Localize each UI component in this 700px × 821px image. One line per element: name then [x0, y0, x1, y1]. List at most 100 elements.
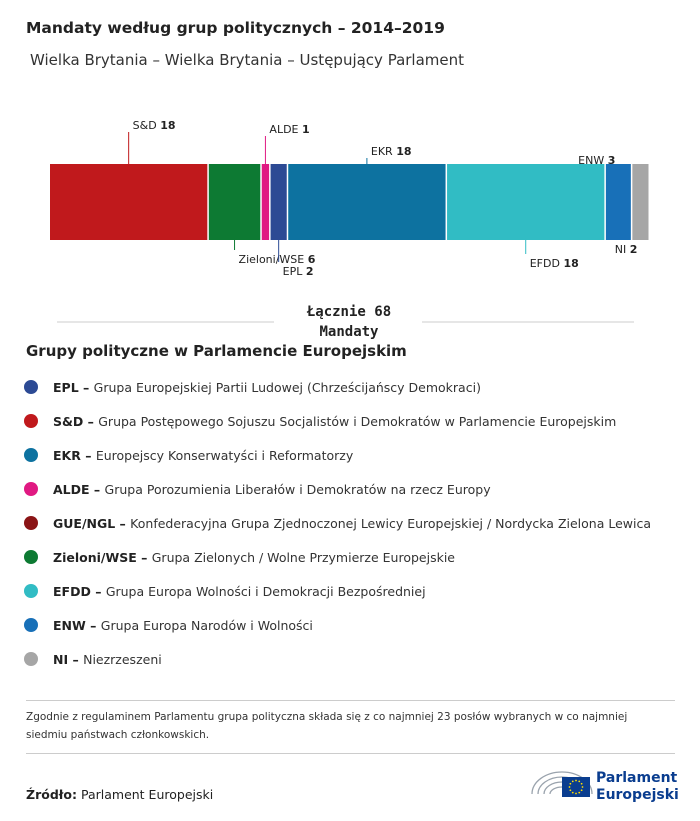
legend-separator: – [85, 617, 101, 633]
legend-abbr: GUE/NGL [53, 515, 116, 531]
legend-item: ALDE – Grupa Porozumienia Liberałów i De… [24, 472, 651, 506]
legend-description: Grupa Porozumienia Liberałów i Demokrató… [104, 481, 491, 497]
segment-abbr: EFDD [530, 257, 564, 270]
legend-separator: – [68, 651, 84, 667]
source-value: Parlament Europejski [80, 787, 214, 802]
logo-line-2: Europejski [596, 787, 679, 803]
legend-description: Grupa Europejskiej Partii Ludowej (Chrze… [93, 379, 481, 395]
divider-bottom [26, 753, 675, 754]
segment-value: 2 [630, 243, 638, 256]
legend-title: Grupy polityczne w Parlamencie Europejsk… [26, 342, 407, 360]
segment-label-zieloni-wse: Zieloni/WSE 6 [239, 253, 316, 266]
legend: EPL – Grupa Europejskiej Partii Ludowej … [24, 370, 651, 676]
legend-description: Europejscy Konserwatyści i Reformatorzy [95, 447, 354, 463]
segment-label-epl: EPL 2 [283, 265, 314, 278]
eu-star-icon [580, 789, 583, 792]
segment-abbr: EPL [283, 265, 306, 278]
eu-star-icon [571, 780, 574, 783]
legend-separator: – [136, 549, 152, 565]
legend-abbr: EFDD [53, 583, 91, 599]
segment-value: 2 [306, 265, 314, 278]
eu-star-icon [568, 786, 571, 788]
parliament-logo [531, 771, 593, 797]
bar-segment-alde [261, 164, 270, 240]
legend-item: ENW – Grupa Europa Narodów i Wolności [24, 608, 651, 642]
segment-abbr: S&D [133, 119, 161, 132]
bar-segment-ni [632, 164, 649, 240]
logo-line-1: Parlament [596, 770, 678, 786]
eu-star-icon [575, 779, 577, 782]
eu-star-icon [578, 780, 581, 783]
legend-separator: – [78, 379, 94, 395]
legend-abbr: ALDE [53, 481, 90, 497]
legend-item: EPL – Grupa Europejskiej Partii Ludowej … [24, 370, 651, 404]
bar-segment-ekr [288, 164, 446, 240]
legend-abbr: NI [53, 651, 69, 667]
legend-separator: – [115, 515, 131, 531]
bar-segment-enw [605, 164, 631, 240]
legend-dot-icon [24, 618, 38, 632]
bar-segment-efdd [447, 164, 605, 240]
segment-label-ni: NI 2 [615, 243, 638, 256]
legend-dot-icon [24, 482, 38, 496]
segment-label-alde: ALDE 1 [269, 123, 309, 136]
legend-dot-icon [24, 380, 38, 394]
legend-dot-icon [24, 584, 38, 598]
legend-separator: – [90, 583, 106, 599]
legend-dot-icon [24, 448, 38, 462]
legend-description: Niezrzeszeni [83, 651, 162, 667]
legend-description: Grupa Europa Narodów i Wolności [100, 617, 313, 633]
legend-dot-icon [24, 652, 38, 666]
eu-star-icon [569, 789, 572, 792]
bar-segment-zieloni-wse [208, 164, 261, 240]
source: Źródło: Parlament Europejski [26, 787, 213, 802]
legend-item: GUE/NGL – Konfederacyjna Grupa Zjednoczo… [24, 506, 651, 540]
eu-star-icon [578, 791, 581, 794]
legend-dot-icon [24, 550, 38, 564]
eu-star-icon [571, 791, 574, 794]
segment-abbr: ENW [578, 154, 608, 167]
legend-dot-icon [24, 414, 38, 428]
legend-separator: – [89, 481, 105, 497]
legend-abbr: S&D [53, 413, 84, 429]
segment-value: 18 [396, 145, 411, 158]
segment-abbr: EKR [371, 145, 396, 158]
divider-top [26, 700, 675, 701]
source-label: Źródło: [26, 787, 77, 802]
legend-separator: – [80, 447, 96, 463]
bar-segment-epl [270, 164, 287, 240]
legend-item: NI – Niezrzeszeni [24, 642, 651, 676]
total-label: Łącznie 68 [306, 304, 391, 320]
eu-star-icon [580, 782, 583, 785]
segment-abbr: ALDE [269, 123, 302, 136]
legend-description: Grupa Europa Wolności i Demokracji Bezpo… [105, 583, 426, 599]
chart-subtitle: Wielka Brytania – Wielka Brytania – Ustę… [30, 51, 465, 69]
legend-abbr: EKR [53, 447, 81, 463]
segment-value: 18 [160, 119, 175, 132]
total-unit: Mandaty [319, 324, 379, 340]
segment-value: 18 [563, 257, 578, 270]
legend-item: EFDD – Grupa Europa Wolności i Demokracj… [24, 574, 651, 608]
eu-star-icon [575, 792, 577, 795]
legend-abbr: Zieloni/WSE [53, 549, 137, 565]
legend-item: S&D – Grupa Postępowego Sojuszu Socjalis… [24, 404, 651, 438]
legend-item: EKR – Europejscy Konserwatyści i Reforma… [24, 438, 651, 472]
bar-segment-s-d [50, 164, 208, 240]
legend-abbr: EPL [53, 379, 79, 395]
legend-abbr: ENW [53, 617, 86, 633]
legend-item: Zieloni/WSE – Grupa Zielonych / Wolne Pr… [24, 540, 651, 574]
parliament-logo-text: Parlament Europejski [596, 770, 679, 804]
segment-label-efdd: EFDD 18 [530, 257, 579, 270]
eu-star-icon [581, 786, 584, 788]
rule-note: Zgodnie z regulaminem Parlamentu grupa p… [26, 711, 628, 741]
eu-star-icon [569, 782, 572, 785]
segment-label-ekr: EKR 18 [371, 145, 412, 158]
legend-description: Grupa Zielonych / Wolne Przymierze Europ… [151, 549, 455, 565]
segment-abbr: Zieloni/WSE [239, 253, 308, 266]
legend-description: Grupa Postępowego Sojuszu Socjalistów i … [98, 413, 617, 429]
segment-value: 6 [308, 253, 316, 266]
legend-description: Konfederacyjna Grupa Zjednoczonej Lewicy… [130, 515, 652, 531]
segment-value: 3 [608, 154, 616, 167]
segment-value: 1 [302, 123, 310, 136]
